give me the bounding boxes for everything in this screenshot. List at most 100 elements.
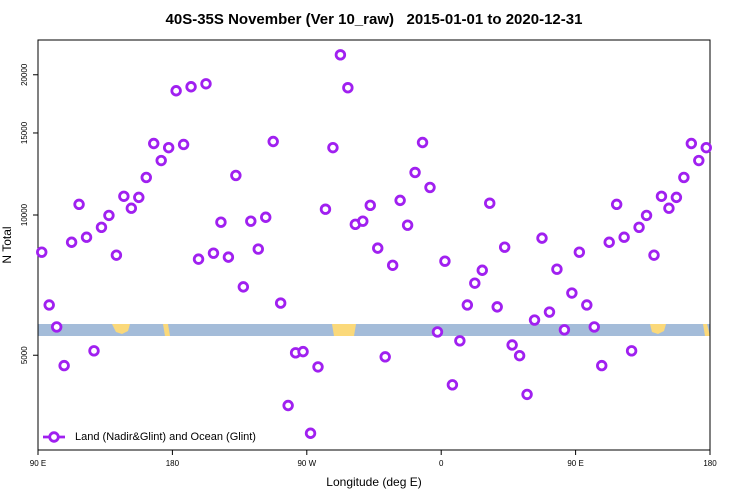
point xyxy=(693,154,705,167)
y-tick-label: 15000 xyxy=(20,121,29,144)
point xyxy=(379,351,391,363)
point xyxy=(80,231,93,243)
point xyxy=(252,243,264,255)
point xyxy=(207,247,220,259)
point xyxy=(103,209,115,222)
ocean-band xyxy=(38,324,710,336)
point xyxy=(678,171,690,184)
x-tick-label: 180 xyxy=(166,459,180,468)
point xyxy=(521,388,533,401)
point xyxy=(551,263,563,275)
point xyxy=(401,219,414,231)
point xyxy=(506,339,518,351)
point xyxy=(491,301,503,313)
point xyxy=(528,314,541,326)
point xyxy=(513,349,526,362)
point xyxy=(364,199,376,212)
x-tick-label: 90 E xyxy=(567,459,583,468)
point xyxy=(118,190,130,202)
point xyxy=(274,297,287,309)
point xyxy=(36,246,48,258)
point xyxy=(610,198,623,211)
point xyxy=(282,399,294,412)
point xyxy=(58,359,70,372)
x-tick-label: 0 xyxy=(439,459,444,468)
land-shape xyxy=(332,324,356,336)
point xyxy=(670,191,683,204)
point xyxy=(43,299,55,311)
chart-title: 40S-35S November (Ver 10_raw) 2015-01-01… xyxy=(166,11,583,28)
point xyxy=(260,211,272,223)
point xyxy=(267,135,279,148)
point xyxy=(304,427,317,439)
point xyxy=(648,249,660,261)
point xyxy=(640,209,653,222)
x-tick-label: 180 xyxy=(703,459,717,468)
point xyxy=(536,232,548,244)
point xyxy=(469,277,481,289)
point xyxy=(439,255,451,267)
point xyxy=(200,78,212,90)
point xyxy=(230,169,242,182)
plot-frame xyxy=(37,39,711,451)
point xyxy=(625,345,638,357)
point xyxy=(573,246,586,258)
point xyxy=(65,236,78,248)
point xyxy=(170,85,182,97)
point xyxy=(327,141,339,154)
point xyxy=(372,242,384,254)
point xyxy=(558,324,571,336)
point xyxy=(655,190,668,202)
point xyxy=(566,287,578,299)
legend-marker xyxy=(48,431,60,443)
point xyxy=(454,335,466,347)
point xyxy=(237,281,250,293)
point xyxy=(88,345,100,357)
point xyxy=(476,264,488,276)
point xyxy=(461,299,474,311)
point xyxy=(95,221,108,234)
point xyxy=(700,141,712,154)
point xyxy=(50,321,63,333)
point xyxy=(342,82,354,94)
land-shape xyxy=(112,324,130,334)
point xyxy=(685,137,698,150)
point xyxy=(185,81,197,93)
point xyxy=(588,321,600,333)
point xyxy=(177,138,190,151)
point xyxy=(431,326,444,338)
point xyxy=(215,216,227,228)
land-shape xyxy=(650,324,666,334)
y-tick-label: 20000 xyxy=(20,63,29,86)
point xyxy=(162,141,175,154)
point xyxy=(543,306,556,318)
y-tick-label: 5000 xyxy=(20,346,29,364)
y-tick-label: 10000 xyxy=(20,203,29,226)
point xyxy=(297,345,309,358)
x-axis-label: Longitude (deg E) xyxy=(326,475,421,489)
x-tick-label: 90 E xyxy=(30,459,46,468)
point xyxy=(155,154,167,167)
land-strip xyxy=(38,324,710,336)
point xyxy=(133,191,145,204)
point xyxy=(357,215,369,227)
land-shape xyxy=(703,324,710,336)
point xyxy=(386,259,399,271)
point xyxy=(245,215,257,227)
point xyxy=(394,194,406,207)
point xyxy=(484,197,496,209)
point xyxy=(416,136,429,149)
point xyxy=(192,253,205,265)
point xyxy=(424,181,436,194)
point xyxy=(603,236,615,248)
point xyxy=(125,202,138,214)
point xyxy=(446,379,459,391)
point xyxy=(110,249,123,261)
land-shape xyxy=(163,324,170,336)
point xyxy=(319,203,332,215)
point xyxy=(618,231,630,243)
point xyxy=(633,221,645,234)
point xyxy=(222,251,235,263)
